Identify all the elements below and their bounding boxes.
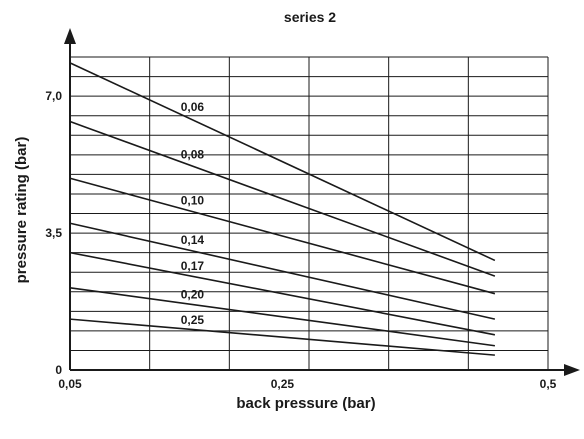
series-lines bbox=[69, 62, 496, 356]
series-line bbox=[69, 222, 496, 320]
x-tick-label: 0,5 bbox=[540, 377, 557, 391]
series-label: 0,10 bbox=[181, 193, 205, 207]
series-line bbox=[69, 177, 496, 295]
series-line bbox=[69, 287, 495, 347]
chart-title: series 2 bbox=[284, 9, 336, 25]
x-axis-title: back pressure (bar) bbox=[236, 395, 375, 412]
series-line bbox=[69, 62, 496, 262]
x-tick-label: 0,25 bbox=[271, 377, 295, 391]
series-labels: 0,06 0,08 0,10 0,14 0,17 0,20 0,25 bbox=[181, 100, 205, 327]
series-label: 0,14 bbox=[181, 233, 205, 247]
series-label: 0,20 bbox=[181, 287, 205, 301]
series-label: 0,08 bbox=[181, 147, 205, 161]
series-line bbox=[69, 318, 495, 356]
tick-labels: 0,05 0,25 0,5 0 3,5 7,0 bbox=[45, 89, 556, 391]
series-label: 0,17 bbox=[181, 259, 205, 273]
series-line bbox=[69, 251, 496, 336]
y-axis-title: pressure rating (bar) bbox=[13, 137, 30, 284]
y-tick-label: 0 bbox=[55, 363, 62, 377]
y-axis-arrow bbox=[64, 28, 76, 44]
y-tick-label: 3,5 bbox=[45, 226, 62, 240]
x-tick-label: 0,05 bbox=[58, 377, 82, 391]
x-axis-arrow bbox=[564, 364, 580, 376]
series-label: 0,06 bbox=[181, 100, 205, 114]
y-tick-label: 7,0 bbox=[45, 89, 62, 103]
series-label: 0,25 bbox=[181, 313, 205, 327]
series-line bbox=[69, 120, 496, 277]
grid bbox=[70, 56, 549, 370]
